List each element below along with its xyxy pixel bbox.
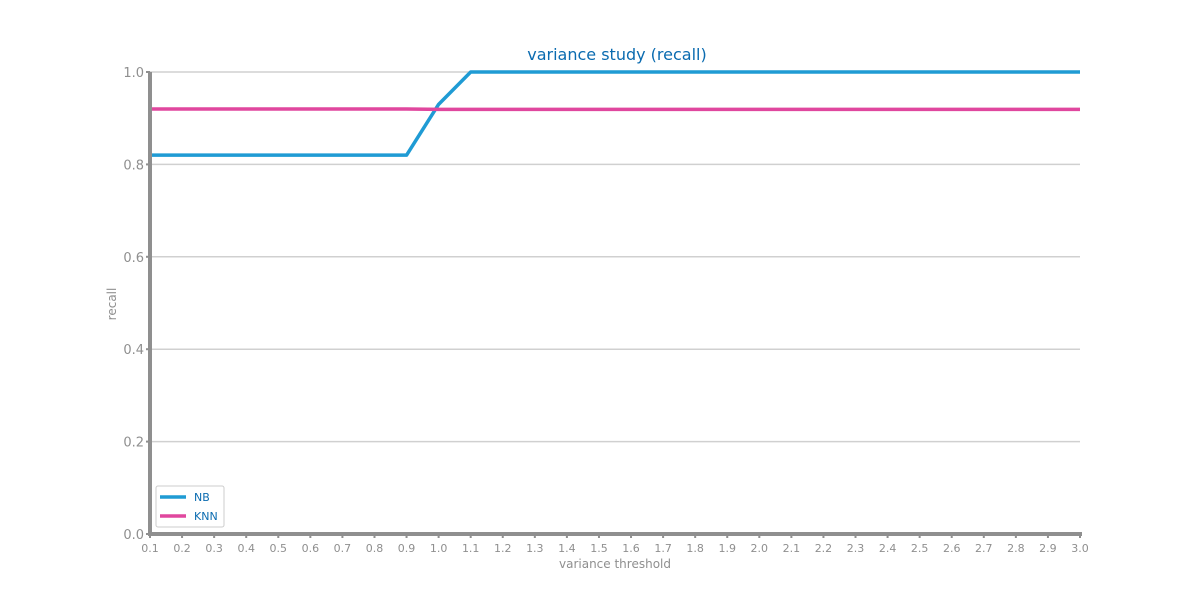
legend-label-nb: NB [194,491,210,504]
x-tick-label-28: 2.9 [1039,542,1057,555]
x-tick-label-20: 2.1 [783,542,801,555]
x-tick-label-22: 2.3 [847,542,865,555]
x-tick-label-10: 1.1 [462,542,480,555]
y-axis-label: recall [105,288,119,321]
x-tick-label-21: 2.2 [815,542,833,555]
x-tick-label-5: 0.6 [302,542,320,555]
x-tick-label-4: 0.5 [270,542,288,555]
x-tick-label-13: 1.4 [558,542,576,555]
y-tick-label-1: 0.2 [123,436,144,451]
x-tick-label-7: 0.8 [366,542,384,555]
x-tick-label-8: 0.9 [398,542,416,555]
x-tick-label-23: 2.4 [879,542,897,555]
x-tick-label-11: 1.2 [494,542,512,555]
x-axis-label: variance threshold [559,557,671,571]
x-tick-label-27: 2.8 [1007,542,1025,555]
series-lines [150,70,1080,157]
x-tick-label-19: 2.0 [751,542,769,555]
y-tick-labels: 0.0 0.2 0.4 0.6 0.8 1.0 [123,66,144,543]
x-tick-label-3: 0.4 [237,542,255,555]
x-tick-label-14: 1.5 [590,542,608,555]
axes [146,71,1082,538]
series-line-nb [150,70,1080,157]
x-tick-label-12: 1.3 [526,542,544,555]
x-tick-label-18: 1.9 [718,542,736,555]
legend-label-knn: KNN [194,510,218,523]
x-tick-labels: 0.1 0.2 0.3 0.4 0.5 0.6 0.7 0.8 0.9 1.0 1.1 1.2 1.3 1… [141,542,1089,555]
x-tick-label-0: 0.1 [141,542,159,555]
x-tick-label-15: 1.6 [622,542,640,555]
x-tick-label-24: 2.5 [911,542,929,555]
x-tick-label-29: 3.0 [1071,542,1089,555]
x-tick-label-1: 0.2 [173,542,191,555]
x-tick-label-25: 2.6 [943,542,961,555]
legend: NB KNN [155,485,225,528]
x-tick-label-26: 2.7 [975,542,993,555]
x-tick-label-16: 1.7 [654,542,672,555]
y-tick-label-0: 0.0 [123,528,144,543]
y-tick-label-2: 0.4 [123,343,144,358]
grid-lines [150,71,1080,443]
chart-title: variance study (recall) [527,45,706,64]
x-tick-label-17: 1.8 [686,542,704,555]
x-tick-label-6: 0.7 [334,542,352,555]
x-tick-label-2: 0.3 [205,542,223,555]
x-tick-label-9: 1.0 [430,542,448,555]
y-tick-label-4: 0.8 [123,158,144,173]
y-tick-label-5: 1.0 [123,66,144,81]
y-tick-label-3: 0.6 [123,251,144,266]
